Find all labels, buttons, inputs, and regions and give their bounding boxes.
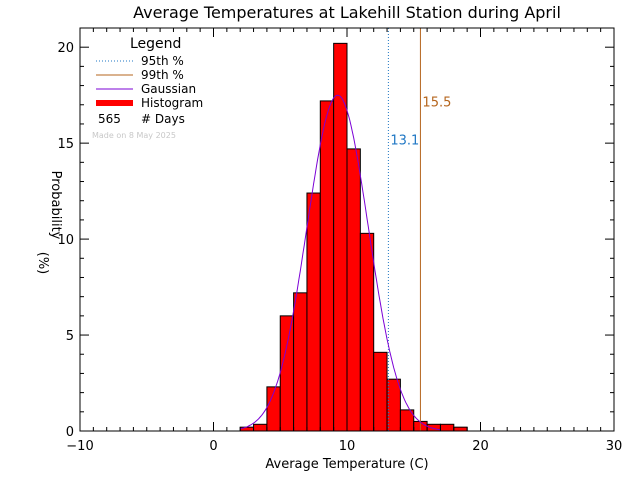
histogram-bar [386,378,401,432]
histogram-bar [279,315,295,432]
legend-label: 95th % [141,54,184,68]
histogram-bar [373,351,388,432]
x-tick-label: 10 [339,439,356,454]
histogram-bar [293,292,308,432]
histogram-bars [239,42,468,432]
y-tick-label: 10 [57,233,74,248]
legend-label: Gaussian [141,82,196,96]
y-tick-label: 0 [66,425,74,440]
percentile-value-label: 13.1 [390,134,419,149]
percentile-lines: 13.1 15.5 [387,28,451,431]
y-axis-unit-label: (%) [35,252,50,275]
x-axis-label: Average Temperature (C) [265,457,428,472]
y-axis-label: Probability [48,171,63,240]
days-count: 565 [98,112,121,126]
legend-title: Legend [130,36,181,52]
histogram-bar [439,423,455,432]
days-label: # Days [141,112,185,126]
legend-label: 99th % [141,68,184,82]
x-tick-label: 20 [472,439,489,454]
x-tick-label: 0 [209,439,217,454]
histogram-bar [359,232,375,432]
histogram-bar [319,100,335,432]
histogram-bar [346,148,361,432]
legend-label: Histogram [141,96,203,110]
histogram-bar [239,426,255,432]
histogram-bar [453,426,468,432]
made-on-note: Made on 8 May 2025 [92,131,176,140]
x-tick-label: 30 [606,439,623,454]
chart-title: Average Temperatures at Lakehill Station… [133,3,561,22]
percentile-value-label: 15.5 [422,95,451,110]
gaussian-curve [240,94,441,431]
histogram-bar [333,42,348,432]
y-tick-label: 5 [66,329,74,344]
y-tick-label: 15 [57,137,74,152]
histogram-bar [253,423,268,432]
y-tick-label: 20 [57,41,74,56]
histogram-bar [306,192,321,432]
x-tick-label: −10 [66,439,93,454]
